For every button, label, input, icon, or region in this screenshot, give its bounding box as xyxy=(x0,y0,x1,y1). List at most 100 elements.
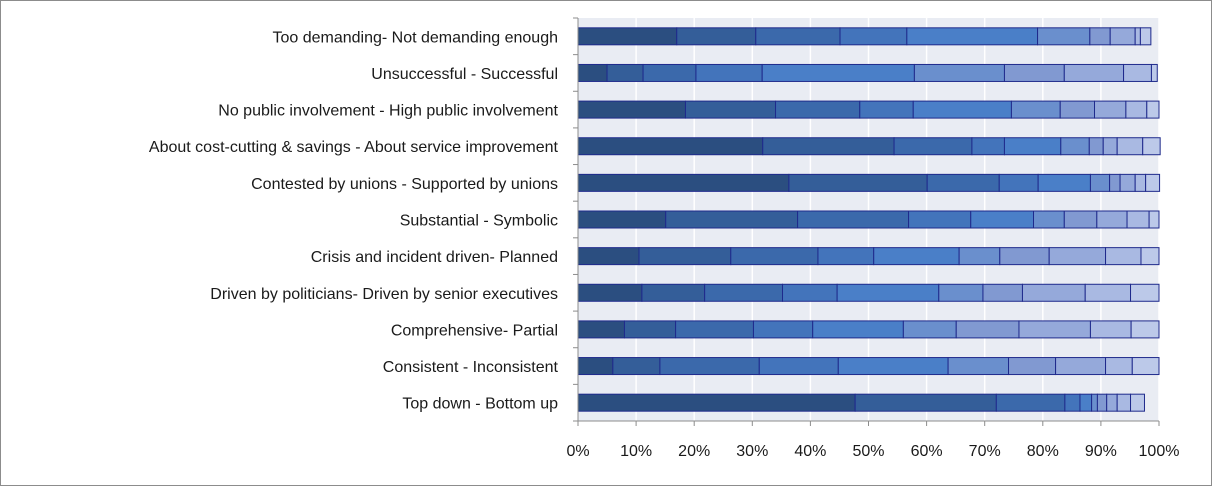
category-label: No public involvement - High public invo… xyxy=(218,103,558,120)
bar-segment xyxy=(1119,173,1136,192)
bar-segment xyxy=(1003,137,1062,156)
bar-segment xyxy=(1088,137,1104,156)
bar-segment xyxy=(577,173,790,192)
bar-segment xyxy=(659,357,760,376)
bar-segment xyxy=(1126,210,1150,229)
bar-segment xyxy=(1145,173,1161,192)
bar-segment xyxy=(577,63,608,82)
bar-segment xyxy=(1102,137,1118,156)
bar-segment xyxy=(612,357,661,376)
bar-segment xyxy=(958,247,1001,266)
bar-segment xyxy=(606,63,644,82)
bar-segment xyxy=(1089,173,1111,192)
bar-segment xyxy=(1089,320,1132,339)
category-label: Unsuccessful - Successful xyxy=(371,66,558,83)
bar-segment xyxy=(641,283,706,302)
bar-segment xyxy=(1096,393,1108,412)
bar-segment xyxy=(1148,210,1160,229)
bar-segment xyxy=(1091,393,1098,412)
x-tick-label: 40% xyxy=(794,443,826,460)
bar-segment xyxy=(982,283,1023,302)
bar-segment xyxy=(893,137,973,156)
bar-segment xyxy=(999,247,1050,266)
bar-segment xyxy=(1094,100,1127,119)
category-label: About cost-cutting & savings - About ser… xyxy=(149,139,559,156)
bar-segment xyxy=(1063,210,1098,229)
bar-segment xyxy=(577,320,625,339)
bar-segment xyxy=(1130,320,1160,339)
bar-segment xyxy=(912,100,1012,119)
x-tick-label: 90% xyxy=(1085,443,1117,460)
bar-segment xyxy=(704,283,784,302)
x-tick-labels: 0% 10% 20% 30% 40% 50% 60% 70% 80% 90% 100% xyxy=(566,443,1179,460)
x-tick-label: 50% xyxy=(852,443,884,460)
bar-segment xyxy=(1021,283,1086,302)
bar-segment xyxy=(837,357,949,376)
x-tick-label: 70% xyxy=(969,443,1001,460)
bar-segment xyxy=(1084,283,1132,302)
bar-segment xyxy=(762,137,895,156)
bar-segment xyxy=(908,210,972,229)
category-label: Driven by politicians- Driven by senior … xyxy=(210,286,558,303)
bar-segment xyxy=(1037,27,1091,46)
category-label: Substantial - Symbolic xyxy=(400,213,558,230)
bar-segment xyxy=(1116,393,1132,412)
bar-segment xyxy=(873,247,960,266)
bar-segment xyxy=(906,27,1039,46)
bar-segment xyxy=(1131,357,1160,376)
x-tick-label: 30% xyxy=(736,443,768,460)
x-tick-label: 80% xyxy=(1027,443,1059,460)
bar-segment xyxy=(913,63,1005,82)
bar-segment xyxy=(577,100,686,119)
bar-segment xyxy=(938,283,984,302)
bar-segment xyxy=(577,357,614,376)
bar-segment xyxy=(998,173,1039,192)
bar-segment xyxy=(1109,173,1121,192)
bar-segment xyxy=(1055,357,1107,376)
bar-segment xyxy=(836,283,940,302)
bar-segment xyxy=(1060,137,1090,156)
x-tick-label: 0% xyxy=(566,443,589,460)
bar-segment xyxy=(1089,27,1111,46)
bar-segment xyxy=(1059,100,1096,119)
bar-segment xyxy=(642,63,697,82)
bar-segment xyxy=(995,393,1066,412)
category-label: Contested by unions - Supported by union… xyxy=(251,176,558,193)
bar-segment xyxy=(926,173,1000,192)
bar-segment xyxy=(1063,63,1125,82)
x-tick-label: 20% xyxy=(678,443,710,460)
bar-segment xyxy=(761,63,915,82)
bar-segment xyxy=(623,320,677,339)
axes xyxy=(573,17,1160,426)
category-labels: Too demanding- Not demanding enough Unsuc… xyxy=(149,29,559,412)
bar-segment xyxy=(1079,393,1093,412)
category-label: Comprehensive- Partial xyxy=(391,322,558,339)
bar-segment xyxy=(1048,247,1107,266)
bar-segment xyxy=(797,210,910,229)
x-tick-label: 60% xyxy=(911,443,943,460)
bar-segment xyxy=(817,247,875,266)
bar-segment xyxy=(1064,393,1081,412)
bar-segment xyxy=(1125,100,1148,119)
category-label: Crisis and incident driven- Planned xyxy=(311,249,558,266)
bar-segment xyxy=(1130,283,1160,302)
bar-segment xyxy=(955,320,1020,339)
bar-segment xyxy=(577,393,856,412)
category-label: Consistent - Inconsistent xyxy=(383,359,559,376)
bar-segment xyxy=(684,100,777,119)
bar-segment xyxy=(1018,320,1091,339)
bar-segment xyxy=(1146,100,1160,119)
bar-segment xyxy=(970,210,1035,229)
bar-segment xyxy=(1096,210,1128,229)
bar-segment xyxy=(1142,137,1161,156)
bar-segment xyxy=(1010,100,1061,119)
x-tick-label: 100% xyxy=(1139,443,1180,460)
bar-segment xyxy=(1139,27,1152,46)
bar-segment xyxy=(859,100,914,119)
bar-segment xyxy=(1116,137,1144,156)
bar-segment xyxy=(788,173,928,192)
bar-segment xyxy=(1109,27,1136,46)
bar-segment xyxy=(577,283,643,302)
